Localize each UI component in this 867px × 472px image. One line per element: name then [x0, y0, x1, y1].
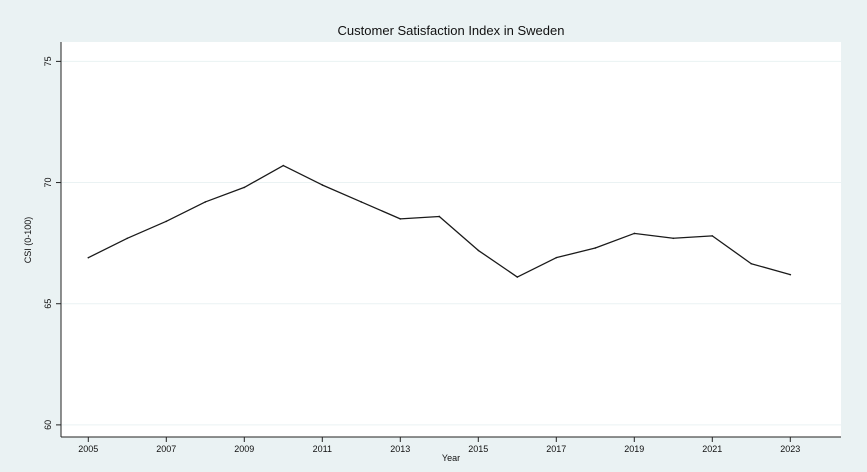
data-point [633, 232, 636, 235]
data-point [321, 184, 324, 186]
data-point [750, 262, 753, 265]
x-axis-label: Year [442, 453, 460, 463]
y-tick-label: 60 [43, 420, 53, 430]
x-tick-label: 2009 [234, 444, 254, 454]
x-tick-label: 2007 [156, 444, 176, 454]
data-point [672, 237, 675, 240]
data-point [711, 235, 714, 237]
x-tick-label: 2005 [78, 444, 98, 454]
y-tick-label: 70 [43, 178, 53, 188]
data-point [360, 201, 363, 203]
data-point [555, 256, 558, 259]
data-point [243, 186, 246, 189]
data-point [165, 220, 168, 223]
data-point [477, 249, 480, 252]
chart-title: Customer Satisfaction Index in Sweden [338, 23, 565, 38]
x-tick-label: 2019 [624, 444, 644, 454]
data-point [516, 276, 519, 278]
data-point [87, 256, 90, 259]
y-tick-label: 75 [43, 56, 53, 66]
data-point [789, 273, 792, 276]
x-tick-label: 2021 [702, 444, 722, 454]
y-tick-label: 65 [43, 299, 53, 309]
y-axis-label: CSI (0-100) [23, 217, 33, 264]
x-tick-label: 2011 [313, 444, 332, 454]
data-point [126, 237, 129, 240]
plot-area [61, 42, 841, 437]
data-point [399, 218, 402, 220]
x-tick-label: 2017 [546, 444, 566, 454]
data-point [204, 201, 207, 203]
data-point [438, 215, 441, 218]
series-layer [87, 164, 792, 278]
x-tick-label: 2023 [780, 444, 800, 454]
tick-marks: 60 65 70 75 2005 2007 2009 2011 2013 2015 2017 2019… [43, 56, 800, 454]
x-tick-label: 2013 [390, 444, 410, 454]
data-point [594, 247, 597, 249]
gridlines [61, 60, 841, 426]
data-point [282, 164, 285, 167]
x-tick-label: 2015 [468, 444, 488, 454]
